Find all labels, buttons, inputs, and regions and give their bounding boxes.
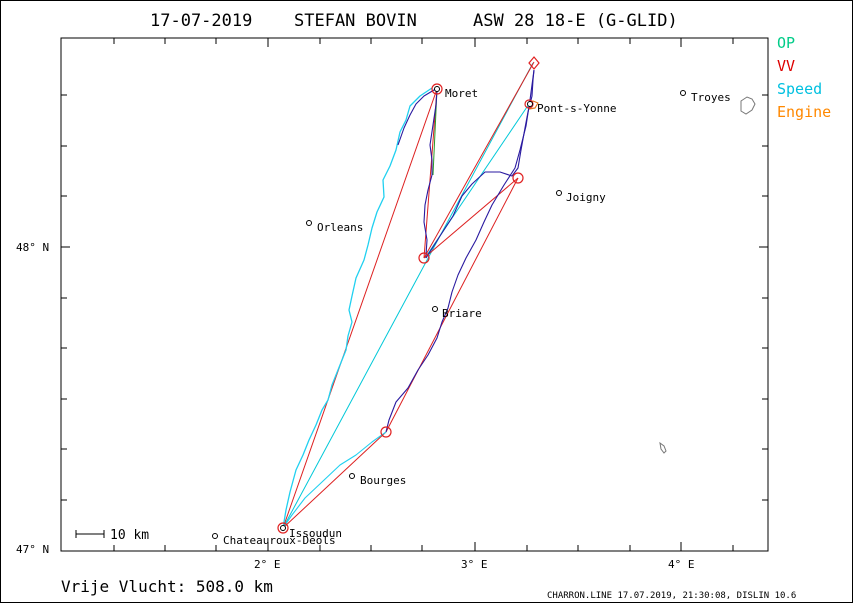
city-label-moret: Moret: [445, 87, 478, 100]
city-label-issoudun: Issoudun: [289, 527, 342, 540]
turnpoint-marker-6: [380, 426, 392, 438]
legend-speed: Speed: [777, 80, 822, 98]
ytick-47n: 47° N: [16, 543, 49, 556]
city-label-bourges: Bourges: [360, 474, 406, 487]
turnpoint-markers: [277, 56, 540, 534]
legend-engine: Engine: [777, 103, 831, 121]
city-label-troyes: Troyes: [691, 91, 731, 104]
city-label-orleans: Orleans: [317, 221, 363, 234]
turnpoint-marker-moret: [431, 83, 443, 95]
axis-ticks: [61, 38, 768, 551]
turnpoint-marker-3: [418, 252, 430, 264]
scale-bar: [75, 530, 105, 538]
footer-info: CHARRON.LINE 17.07.2019, 21:30:08, DISLI…: [547, 591, 796, 601]
vv-task-lines: [282, 61, 535, 529]
map-frame: [60, 37, 769, 552]
lake-shape: [740, 96, 756, 115]
city-label-chateauroux: Chateauroux-Deols: [223, 534, 336, 547]
city-label-pont-s-yonne: Pont-s-Yonne: [537, 102, 616, 115]
distance-label: Vrije Vlucht: 508.0 km: [61, 577, 273, 596]
xtick-2e: 2° E: [254, 558, 281, 571]
header-glider: ASW 28 18-E (G-GLID): [473, 11, 678, 31]
city-label-briare: Briare: [442, 307, 482, 320]
turnpoint-marker-5: [512, 172, 524, 184]
scale-bar-label: 10 km: [110, 528, 149, 543]
xtick-4e: 4° E: [668, 558, 695, 571]
header-date: 17-07-2019: [150, 11, 252, 31]
xtick-3e: 3° E: [461, 558, 488, 571]
turnpoint-marker-issoudun: [277, 522, 289, 534]
lake-shape: [659, 441, 667, 454]
turnpoint-marker-north: [528, 56, 540, 70]
city-markers: [212, 86, 686, 539]
legend-vv: VV: [777, 57, 795, 75]
legend-op: OP: [777, 34, 795, 52]
header-pilot: STEFAN BOVIN: [294, 11, 417, 31]
ytick-48n: 48° N: [16, 241, 49, 254]
city-label-joigny: Joigny: [566, 191, 606, 204]
